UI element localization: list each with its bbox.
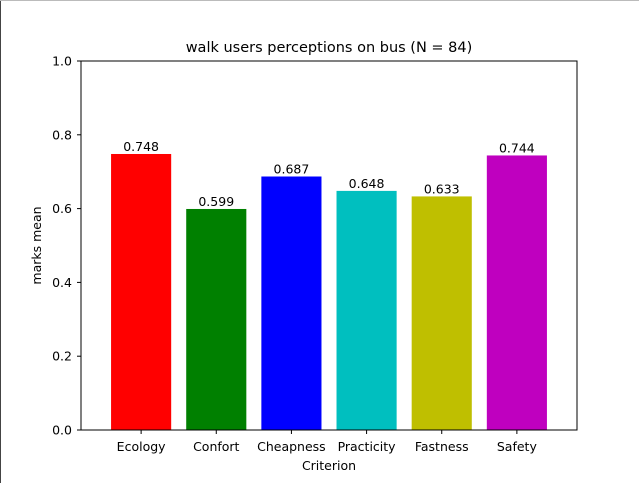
bar-cheapness xyxy=(261,176,322,430)
value-label-fastness: 0.633 xyxy=(424,181,460,196)
y-tick-label: 0.6 xyxy=(52,201,72,216)
x-axis-label: Criterion xyxy=(302,458,356,473)
bar-safety xyxy=(486,155,547,430)
x-tick-label-practicity: Practicity xyxy=(338,439,397,454)
x-tick-label-confort: Confort xyxy=(193,439,239,454)
bar-practicity xyxy=(336,190,397,430)
y-tick-label: 1.0 xyxy=(52,54,72,69)
x-tick-label-ecology: Ecology xyxy=(117,439,166,454)
value-labels: 0.748 0.599 0.687 0.648 0.633 0.744 xyxy=(123,139,535,209)
window-top-edge xyxy=(0,0,639,1)
bar-ecology xyxy=(111,153,172,431)
x-tick-label-safety: Safety xyxy=(497,439,538,454)
x-tick-label-fastness: Fastness xyxy=(415,439,469,454)
y-axis-label: marks mean xyxy=(29,206,44,284)
window-left-edge xyxy=(0,0,1,483)
y-tick-label: 0.4 xyxy=(52,275,72,290)
y-tick-label: 0.2 xyxy=(52,349,72,364)
y-tick-label: 0.8 xyxy=(52,127,72,142)
y-tick-label: 0.0 xyxy=(52,423,72,438)
chart-title: walk users perceptions on bus (N = 84) xyxy=(186,40,473,56)
plot-frame xyxy=(80,60,578,431)
x-tick-label-cheapness: Cheapness xyxy=(257,439,326,454)
bar-fastness xyxy=(411,196,472,430)
value-label-practicity: 0.648 xyxy=(349,176,385,191)
x-axis-ticks: Ecology Confort Cheapness Practicity Fastnes… xyxy=(117,430,538,454)
value-label-ecology: 0.748 xyxy=(123,139,159,154)
value-label-safety: 0.744 xyxy=(499,140,535,155)
value-label-cheapness: 0.687 xyxy=(274,162,310,177)
value-label-confort: 0.599 xyxy=(198,194,234,209)
bars xyxy=(111,153,547,431)
y-axis-ticks: 0.0 0.2 0.4 0.6 0.8 1.0 xyxy=(52,54,81,438)
bar-confort xyxy=(186,208,247,430)
